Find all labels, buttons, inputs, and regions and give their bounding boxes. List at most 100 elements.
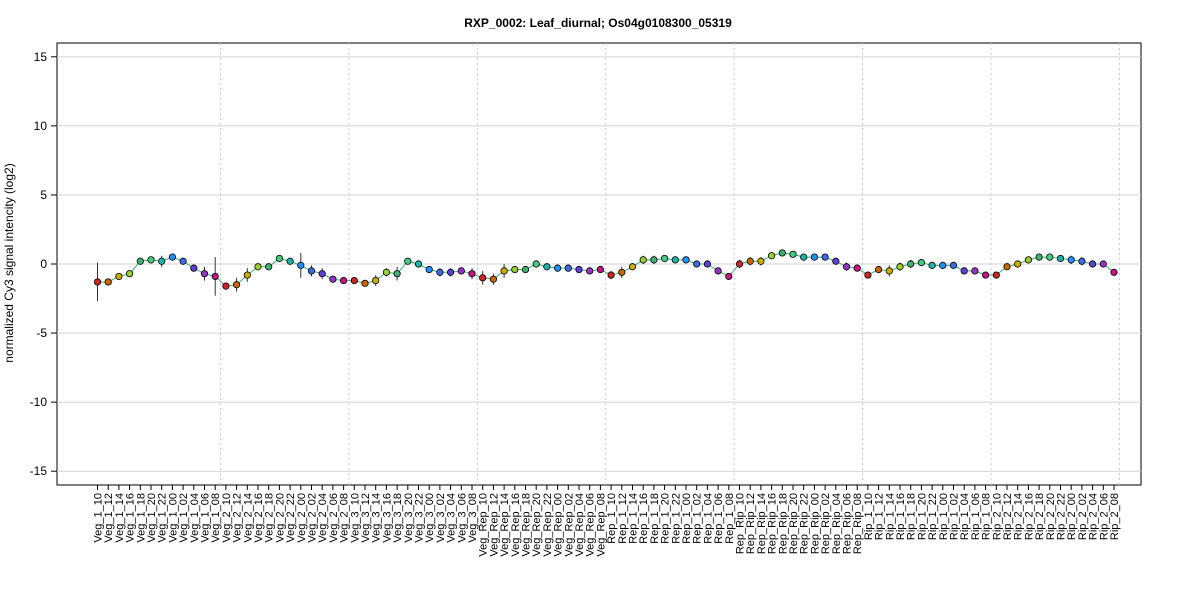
data-point [243, 271, 251, 279]
data-point [179, 257, 187, 265]
y-tick-label: -5 [36, 326, 47, 340]
data-point [318, 270, 326, 278]
data-point [853, 264, 861, 272]
x-tick-label: Rip_2_00 [1066, 493, 1078, 540]
data-point [1078, 257, 1086, 265]
data-point [992, 271, 1000, 279]
x-tick-label: Rep_1_00 [681, 493, 693, 544]
x-tick-label: Veg_Rep_22 [542, 493, 554, 557]
x-tick-label: Veg_3_12 [360, 493, 372, 543]
x-tick-label: Rip_1_12 [874, 493, 886, 540]
data-point [297, 261, 305, 269]
x-tick-label: Veg_3_06 [456, 493, 468, 543]
x-tick-label: Veg_3_10 [349, 493, 361, 543]
data-point [200, 270, 209, 278]
y-tick-label: -10 [30, 395, 48, 409]
x-tick-label: Rep_Rip_02 [820, 493, 832, 554]
data-point [468, 270, 476, 278]
x-tick-label: Rep_Rip_06 [842, 493, 854, 554]
data-point [511, 265, 519, 274]
data-point [703, 260, 712, 268]
data-point [254, 263, 262, 271]
x-tick-label: Veg_2_04 [317, 493, 329, 543]
data-point [275, 254, 283, 263]
x-tick-label: Veg_2_20 [274, 493, 286, 543]
data-point [917, 259, 926, 267]
data-point [896, 263, 904, 271]
x-tick-label: Veg_3_22 [414, 493, 426, 543]
data-point [832, 257, 840, 265]
x-tick-label: Veg_Rep_04 [574, 493, 586, 557]
data-point [618, 268, 626, 276]
data-point [1014, 260, 1022, 268]
data-point [575, 265, 583, 274]
x-tick-label: Rep_1_12 [617, 493, 629, 544]
x-tick-label: Rep_1_04 [702, 493, 714, 544]
data-point [725, 272, 733, 281]
x-tick-label: Rip_2_10 [991, 493, 1003, 540]
x-tick-label: Rep_1_02 [692, 493, 704, 544]
data-point [660, 254, 669, 263]
y-tick-label: 15 [34, 50, 48, 64]
x-tick-label: Veg_3_00 [424, 493, 436, 543]
x-tick-label: Rep_1_08 [724, 493, 736, 544]
x-tick-label: Rip_2_14 [1013, 493, 1025, 540]
data-point [746, 257, 754, 265]
x-tick-label: Rip_1_06 [970, 493, 982, 540]
data-point [233, 281, 241, 289]
x-tick-label: Rip_1_14 [884, 493, 896, 540]
y-tick-label: 0 [40, 257, 47, 271]
x-tick-label: Rep_1_10 [606, 493, 618, 544]
x-tick-label: Rip_2_04 [1088, 493, 1100, 540]
x-tick-label: Rip_2_16 [1023, 493, 1035, 540]
x-tick-label: Veg_Rep_14 [499, 493, 511, 557]
x-tick-label: Rep_Rip_22 [799, 493, 811, 554]
data-point [286, 257, 294, 265]
data-point [949, 261, 958, 269]
data-point [104, 278, 112, 286]
x-tick-label: Rip_1_04 [959, 493, 971, 540]
x-tick-label: Rip_2_12 [1002, 493, 1014, 540]
data-point [639, 256, 647, 264]
data-point [682, 256, 690, 264]
data-point [382, 268, 390, 276]
data-point [928, 261, 936, 269]
data-point [971, 267, 979, 275]
data-point [1046, 253, 1054, 261]
x-tick-label: Rip_1_00 [938, 493, 950, 540]
data-point [628, 263, 637, 271]
x-tick-label: Veg_3_14 [371, 493, 383, 543]
y-tick-label: 10 [34, 119, 48, 133]
data-point [489, 275, 497, 283]
x-tick-label: Rip_1_22 [927, 493, 939, 540]
data-point [425, 265, 433, 274]
data-points [93, 249, 1118, 290]
data-point [543, 263, 551, 271]
data-point [307, 267, 316, 275]
x-tick-label: Veg_3_02 [435, 493, 447, 543]
data-point [981, 271, 990, 279]
x-tick-label: Rip_2_06 [1098, 493, 1110, 540]
data-point [607, 271, 615, 279]
data-point [1024, 256, 1033, 264]
data-point [350, 276, 358, 285]
data-point [810, 253, 819, 261]
data-point [939, 261, 947, 269]
x-tick-label: Rep_Rip_18 [777, 493, 789, 554]
x-tick-label: Veg_Rep_06 [585, 493, 597, 557]
data-point [842, 263, 851, 271]
x-tick-label: Veg_1_00 [167, 493, 179, 543]
x-tick-label: Veg_Rep_16 [510, 493, 522, 557]
data-point [190, 264, 198, 272]
chart-title: RXP_0002: Leaf_diurnal; Os04g0108300_053… [464, 16, 732, 30]
data-point [93, 278, 102, 286]
x-tick-label: Veg_1_14 [114, 493, 126, 543]
data-point [821, 253, 829, 261]
x-tick-label: Rep_Rip_12 [745, 493, 757, 554]
data-point [693, 260, 701, 268]
data-point [864, 271, 872, 279]
x-tick-label: Rip_2_20 [1045, 493, 1057, 540]
x-tick-label: Rip_2_02 [1077, 493, 1089, 540]
grid-lines [57, 56, 1141, 472]
